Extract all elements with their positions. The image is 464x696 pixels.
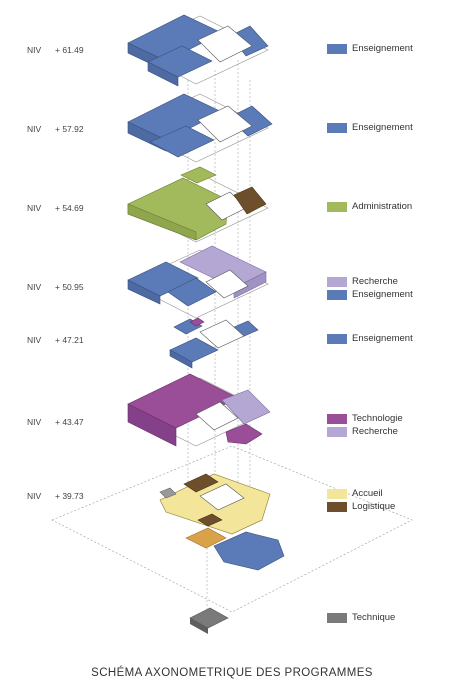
legend-item: Enseignement: [327, 121, 413, 134]
legend-39-73: Accueil Logistique: [327, 487, 395, 513]
legend-swatch: [327, 612, 347, 623]
enseignement-block-b: [167, 277, 217, 307]
level-label-50-95: NIV + 50.95: [27, 282, 84, 292]
level-label-54-69: NIV + 54.69: [27, 203, 84, 213]
technique-small: [159, 487, 177, 499]
floor-39-73: [51, 445, 413, 613]
floor-43-47: [127, 373, 271, 447]
legend-43-47: Technologie Recherche: [327, 412, 403, 438]
floor-57-92-core: [197, 105, 253, 143]
logistique-small: [197, 513, 223, 527]
level-label-57-92: NIV + 57.92: [27, 124, 84, 134]
floor-47-21-core: [199, 319, 245, 349]
legend-swatch: [327, 333, 347, 344]
administration-side: [127, 203, 197, 241]
legend-item: Enseignement: [327, 288, 413, 301]
orange-block: [185, 527, 227, 549]
level-label-39-73: NIV + 39.73: [27, 491, 84, 501]
level-label-47-21: NIV + 47.21: [27, 335, 84, 345]
legend-item: Logistique: [327, 500, 395, 513]
enseignement-block-b: [149, 125, 215, 158]
enseignement-block-b-side: [147, 61, 179, 87]
enseignement-round: [213, 531, 285, 571]
floor-50-95-core: [205, 269, 249, 299]
administration-tower: [180, 166, 217, 184]
logistique-block: [183, 473, 219, 493]
legend-61-49: Enseignement: [327, 42, 413, 55]
legend-technique: Technique: [327, 611, 395, 624]
floor-61-49-core: [197, 25, 253, 63]
legend-swatch: [327, 426, 347, 437]
legend-swatch: [327, 276, 347, 287]
legend-50-95: Recherche Enseignement: [327, 275, 413, 301]
technique-level: [189, 607, 229, 634]
legend-swatch: [327, 501, 347, 512]
enseignement-block-a-side: [127, 279, 161, 305]
recherche-side: [233, 271, 267, 299]
floor-50-95: [127, 245, 269, 319]
technologie-small: [189, 317, 205, 327]
recherche-block: [221, 389, 271, 425]
legend-item: Technologie: [327, 412, 403, 425]
legend-54-69: Administration: [327, 200, 412, 213]
legend-57-92: Enseignement: [327, 121, 413, 134]
legend-item: Recherche: [327, 425, 403, 438]
level-label-61-49: NIV + 61.49: [27, 45, 84, 55]
floor-54-69: [127, 166, 269, 243]
legend-swatch: [327, 122, 347, 133]
floor-43-47-core: [195, 401, 239, 431]
floor-47-21: [169, 317, 259, 369]
logistique-block: [233, 186, 267, 215]
legend-item: Technique: [327, 611, 395, 624]
enseignement-block-c-side: [169, 349, 193, 369]
legend-swatch: [327, 43, 347, 54]
technique-block-side: [190, 618, 208, 634]
floor-61-49: [127, 14, 269, 87]
legend-item: Recherche: [327, 275, 413, 288]
legend-swatch: [327, 488, 347, 499]
technologie-round: [225, 423, 263, 445]
legend-item: Administration: [327, 200, 412, 213]
legend-swatch: [327, 413, 347, 424]
legend-swatch: [327, 289, 347, 300]
legend-47-21: Enseignement: [327, 332, 413, 345]
legend-swatch: [327, 201, 347, 212]
level-label-43-47: NIV + 43.47: [27, 417, 84, 427]
diagram-caption: SCHÉMA AXONOMETRIQUE DES PROGRAMMES: [91, 667, 373, 679]
legend-item: Enseignement: [327, 332, 413, 345]
floor-39-73-core: [199, 483, 245, 511]
technologie-side: [127, 403, 177, 447]
legend-item: Enseignement: [327, 42, 413, 55]
floor-50-95-outline: [127, 249, 269, 319]
floor-57-92: [127, 93, 273, 163]
site-outline: [51, 445, 413, 613]
legend-item: Accueil: [327, 487, 395, 500]
